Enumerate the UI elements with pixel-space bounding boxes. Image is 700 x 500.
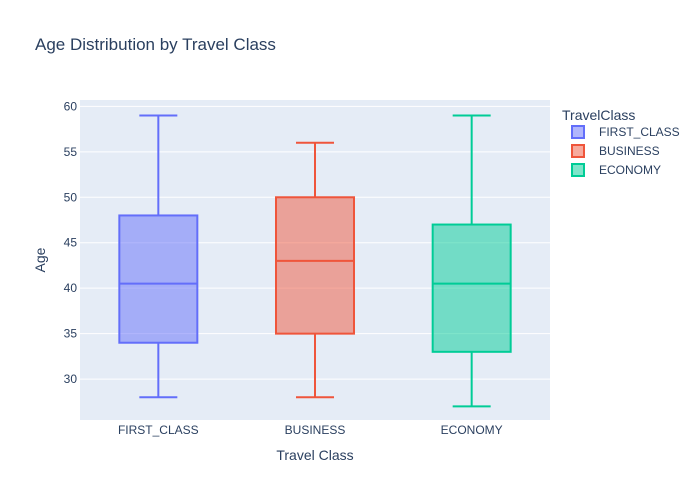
box-body	[431, 223, 512, 353]
legend-items: FIRST_CLASS BUSINESS ECONOMY	[571, 125, 680, 177]
y-axis-ticks: 30 35 40 45 50 55 60	[64, 99, 78, 386]
legend-item[interactable]: FIRST_CLASS	[571, 125, 680, 139]
x-tick-label: ECONOMY	[441, 423, 503, 437]
y-tick-label: 40	[64, 281, 78, 295]
y-tick-label: 60	[64, 99, 78, 113]
x-axis-ticks: FIRST_CLASS BUSINESS ECONOMY	[118, 423, 503, 437]
y-tick-label: 45	[64, 236, 78, 250]
legend-label: ECONOMY	[599, 163, 661, 177]
y-tick-label: 30	[64, 372, 78, 386]
x-tick-label: FIRST_CLASS	[118, 423, 199, 437]
box-traces	[118, 114, 512, 408]
box-economy	[431, 114, 512, 408]
legend-swatch	[571, 144, 585, 158]
box-body	[275, 196, 355, 335]
y-axis-title: Age	[32, 247, 48, 272]
y-tick-label: 55	[64, 145, 78, 159]
legend-swatch	[571, 163, 585, 177]
legend-label: BUSINESS	[599, 144, 660, 158]
chart-title: Age Distribution by Travel Class	[35, 35, 276, 54]
legend-title: TravelClass	[562, 107, 635, 123]
legend-item[interactable]: BUSINESS	[571, 144, 660, 158]
y-tick-label: 50	[64, 190, 78, 204]
box-body	[118, 214, 199, 344]
y-tick-label: 35	[64, 327, 78, 341]
legend-item[interactable]: ECONOMY	[571, 163, 661, 177]
x-axis-title: Travel Class	[276, 447, 353, 463]
x-tick-label: BUSINESS	[285, 423, 346, 437]
legend: TravelClass FIRST_CLASS BUSINESS ECONOMY	[562, 107, 680, 177]
box-business	[275, 141, 355, 399]
legend-label: FIRST_CLASS	[599, 125, 680, 139]
box-first-class	[118, 114, 199, 399]
legend-swatch	[571, 125, 585, 139]
